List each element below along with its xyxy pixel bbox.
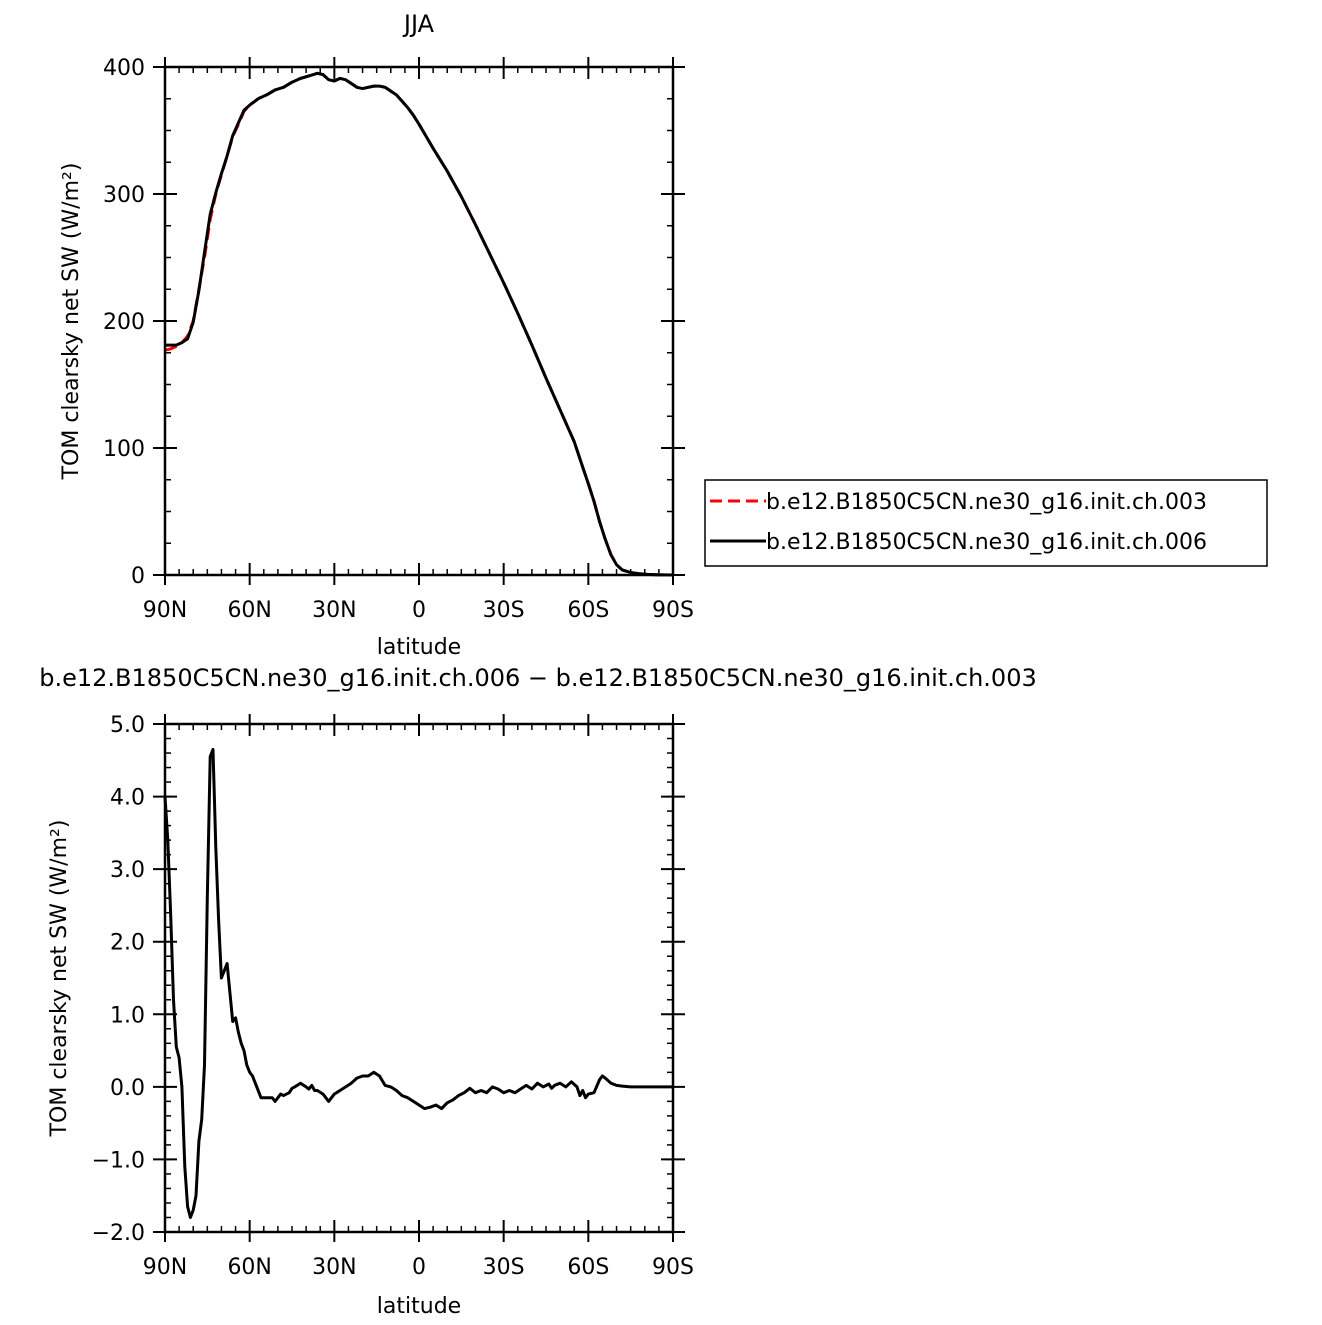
chart0-y-tick-label: 0 <box>131 564 145 589</box>
legend-entry-label-0: b.e12.B1850C5CN.ne30_g16.init.ch.003 <box>766 490 1207 515</box>
chart1-y-axis-label: TOM clearsky net SW (W/m²) <box>47 820 72 1138</box>
chart0-y-tick-label: 200 <box>103 310 145 335</box>
chart0-plot-frame <box>163 65 675 577</box>
top-panel: JJA 90N 60N 30N 0 30S 60S 90S 0 100 200 300 400 latit… <box>59 10 694 660</box>
chart0-y-tick-label: 100 <box>103 437 145 462</box>
chart1-title: b.e12.B1850C5CN.ne30_g16.init.ch.006 − b… <box>39 664 1036 692</box>
chart1-y-tick-label: 5.0 <box>110 713 145 738</box>
chart0-y-tick-label: 400 <box>103 56 145 81</box>
chart1-x-tick-label: 90S <box>652 1255 694 1280</box>
legend-entry-label-1: b.e12.B1850C5CN.ne30_g16.init.ch.006 <box>766 530 1207 555</box>
chart0-x-tick-label: 30N <box>312 598 356 623</box>
chart0-title: JJA <box>402 10 435 38</box>
chart1-y-tick-label: 2.0 <box>110 931 145 956</box>
legend: b.e12.B1850C5CN.ne30_g16.init.ch.003 b.e1… <box>704 479 1268 567</box>
chart0-y-axis-label: TOM clearsky net SW (W/m²) <box>59 163 84 481</box>
chart1-y-tick-label: 3.0 <box>110 858 145 883</box>
chart0-x-axis-label: latitude <box>377 635 461 660</box>
chart1-y-tick-label: −1.0 <box>92 1148 145 1173</box>
chart1-x-tick-label: 60N <box>227 1255 271 1280</box>
chart1-y-tick-label: 4.0 <box>110 786 145 811</box>
chart0-y-tick-label: 300 <box>103 183 145 208</box>
chart1-y-tick-label: −2.0 <box>92 1221 145 1246</box>
chart1-plot-frame <box>163 722 675 1234</box>
bottom-panel: b.e12.B1850C5CN.ne30_g16.init.ch.006 − b… <box>39 664 1036 1319</box>
chart0-series-line-1 <box>165 71 674 577</box>
chart0-x-tick-label: 90S <box>652 598 694 623</box>
chart1-x-tick-label: 90N <box>143 1255 187 1280</box>
chart1-x-tick-label: 30N <box>312 1255 356 1280</box>
chart0-series-line-0 <box>164 71 674 577</box>
chart1-series-line-0 <box>163 747 673 1219</box>
chart1-x-tick-label: 60S <box>567 1255 609 1280</box>
chart0-x-tick-label: 0 <box>412 598 426 623</box>
legend-box <box>704 479 1268 567</box>
chart1-x-tick-label: 30S <box>483 1255 525 1280</box>
chart0-x-tick-label: 90N <box>143 598 187 623</box>
chart1-x-axis-label: latitude <box>377 1294 461 1319</box>
chart1-x-tick-label: 0 <box>412 1255 426 1280</box>
chart1-y-tick-label: 0.0 <box>110 1076 145 1101</box>
chart0-x-tick-label: 60S <box>567 598 609 623</box>
chart0-x-tick-label: 60N <box>227 598 271 623</box>
chart1-y-tick-label: 1.0 <box>110 1003 145 1028</box>
chart0-x-tick-label: 30S <box>483 598 525 623</box>
